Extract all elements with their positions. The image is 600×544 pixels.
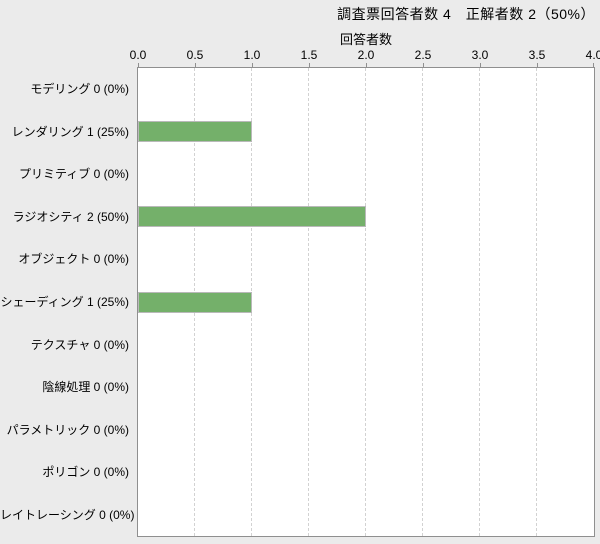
- category-label-10: ポリゴン 0 (0%): [42, 465, 129, 479]
- category-label-11: レイトレーシング 0 (0%): [0, 508, 135, 522]
- x-axis-tick: [195, 63, 196, 68]
- category-label-2: レンダリング 1 (25%): [11, 125, 129, 139]
- bar-シェーディング: [138, 292, 252, 313]
- gridline: [308, 68, 309, 536]
- gridline: [422, 68, 423, 536]
- x-axis-tick: [480, 63, 481, 68]
- x-axis-tick: [366, 63, 367, 68]
- bar-ラジオシティ: [138, 206, 366, 227]
- x-tick-label: 3.5: [528, 48, 546, 62]
- x-tick-label: 3.0: [471, 48, 489, 62]
- category-label-3: プリミティブ 0 (0%): [19, 167, 129, 181]
- category-label-9: パラメトリック 0 (0%): [6, 423, 129, 437]
- x-axis-tick: [537, 63, 538, 68]
- x-tick-label: 2.0: [357, 48, 375, 62]
- x-tick-label: 1.5: [300, 48, 318, 62]
- x-tick-label: 2.5: [414, 48, 432, 62]
- x-axis-tick: [593, 63, 594, 68]
- category-label-8: 陰線処理 0 (0%): [42, 380, 129, 394]
- bar-レンダリング: [138, 121, 252, 142]
- x-axis-tick: [138, 63, 139, 68]
- x-tick-label: 0.0: [129, 48, 147, 62]
- x-tick-label: 0.5: [186, 48, 204, 62]
- x-axis-tick: [309, 63, 310, 68]
- category-label-7: テクスチャ 0 (0%): [30, 338, 129, 352]
- category-label-5: オブジェクト 0 (0%): [18, 252, 129, 266]
- gridline: [536, 68, 537, 536]
- chart-title: 調査票回答者数 4 正解者数 2（50%）: [337, 6, 595, 22]
- gridline: [479, 68, 480, 536]
- x-tick-label: 4.0: [585, 48, 600, 62]
- x-axis-title: 回答者数: [339, 32, 392, 47]
- category-label-4: ラジオシティ 2 (50%): [12, 210, 129, 224]
- category-label-6: シェーディング 1 (25%): [0, 295, 129, 309]
- category-label-1: モデリング 0 (0%): [30, 82, 129, 96]
- plot-area: [137, 63, 595, 537]
- x-axis-tick: [252, 63, 253, 68]
- x-axis-tick: [423, 63, 424, 68]
- x-tick-label: 1.0: [243, 48, 261, 62]
- gridline: [365, 68, 366, 536]
